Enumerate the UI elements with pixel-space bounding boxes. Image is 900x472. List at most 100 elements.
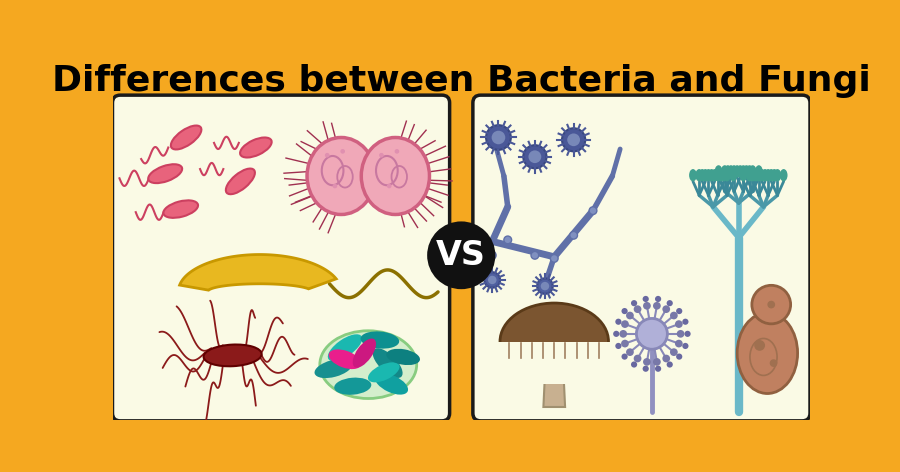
Circle shape (570, 231, 578, 239)
Ellipse shape (714, 169, 722, 181)
Circle shape (770, 359, 778, 367)
Circle shape (613, 331, 619, 337)
Ellipse shape (320, 331, 417, 398)
Circle shape (562, 128, 585, 152)
Circle shape (675, 320, 683, 328)
Ellipse shape (361, 137, 429, 214)
Circle shape (333, 184, 338, 188)
Ellipse shape (328, 334, 362, 361)
Circle shape (643, 302, 651, 310)
Ellipse shape (737, 312, 797, 394)
Polygon shape (180, 254, 337, 290)
Ellipse shape (758, 169, 766, 181)
Circle shape (622, 354, 627, 360)
Ellipse shape (500, 303, 608, 380)
Circle shape (379, 153, 383, 158)
Circle shape (491, 131, 505, 144)
Ellipse shape (314, 359, 352, 378)
Ellipse shape (721, 165, 729, 177)
Circle shape (653, 302, 661, 310)
Circle shape (636, 319, 668, 349)
Circle shape (616, 343, 622, 349)
Circle shape (676, 354, 682, 360)
Text: VS: VS (436, 239, 486, 272)
Circle shape (643, 296, 649, 302)
Circle shape (676, 308, 682, 314)
Ellipse shape (171, 126, 202, 150)
Ellipse shape (752, 169, 760, 181)
Circle shape (428, 221, 495, 289)
Ellipse shape (696, 169, 703, 181)
Circle shape (677, 330, 685, 337)
Circle shape (590, 207, 597, 214)
Ellipse shape (755, 165, 762, 177)
Ellipse shape (770, 169, 778, 181)
Ellipse shape (353, 338, 376, 368)
Ellipse shape (736, 165, 744, 177)
Ellipse shape (734, 165, 741, 177)
Circle shape (616, 319, 622, 325)
Ellipse shape (711, 169, 718, 181)
Circle shape (551, 254, 558, 262)
Ellipse shape (334, 378, 372, 395)
Circle shape (541, 282, 549, 290)
Circle shape (653, 358, 661, 366)
FancyBboxPatch shape (472, 95, 810, 421)
Circle shape (631, 300, 637, 306)
Circle shape (486, 125, 511, 150)
Text: Differences between Bacteria and Fungi: Differences between Bacteria and Fungi (52, 64, 870, 98)
Circle shape (667, 362, 673, 368)
Circle shape (685, 331, 690, 337)
Circle shape (325, 153, 329, 158)
Circle shape (340, 149, 345, 154)
Ellipse shape (764, 169, 772, 181)
FancyBboxPatch shape (112, 95, 450, 421)
Ellipse shape (724, 165, 732, 177)
Circle shape (626, 348, 634, 356)
Ellipse shape (307, 137, 375, 214)
FancyBboxPatch shape (113, 56, 809, 102)
Circle shape (634, 354, 642, 362)
Circle shape (621, 320, 629, 328)
Circle shape (634, 305, 642, 313)
Ellipse shape (361, 331, 400, 349)
Ellipse shape (724, 169, 731, 181)
Ellipse shape (749, 169, 757, 181)
Ellipse shape (774, 169, 781, 181)
FancyBboxPatch shape (499, 342, 610, 384)
Ellipse shape (727, 165, 734, 177)
Circle shape (631, 362, 637, 368)
Ellipse shape (755, 169, 762, 181)
Ellipse shape (779, 169, 788, 181)
Circle shape (768, 301, 775, 308)
Circle shape (754, 340, 765, 351)
Ellipse shape (707, 169, 716, 181)
Circle shape (489, 252, 496, 259)
Circle shape (643, 358, 651, 366)
Circle shape (528, 151, 541, 163)
Ellipse shape (386, 349, 420, 365)
Ellipse shape (373, 348, 402, 378)
Circle shape (662, 354, 670, 362)
Ellipse shape (761, 169, 769, 181)
Circle shape (655, 296, 661, 302)
Circle shape (531, 252, 539, 259)
Ellipse shape (740, 165, 747, 177)
Circle shape (621, 340, 629, 347)
Ellipse shape (701, 169, 709, 181)
Ellipse shape (752, 286, 790, 324)
Ellipse shape (746, 169, 753, 181)
Circle shape (488, 276, 497, 284)
Ellipse shape (740, 169, 747, 181)
Circle shape (643, 366, 649, 372)
Circle shape (626, 312, 634, 320)
Circle shape (682, 343, 688, 349)
Ellipse shape (720, 169, 728, 181)
Ellipse shape (698, 169, 706, 181)
Ellipse shape (729, 169, 737, 181)
Ellipse shape (203, 345, 262, 366)
Ellipse shape (240, 137, 272, 158)
Circle shape (667, 300, 673, 306)
Circle shape (670, 312, 678, 320)
Ellipse shape (148, 164, 182, 183)
